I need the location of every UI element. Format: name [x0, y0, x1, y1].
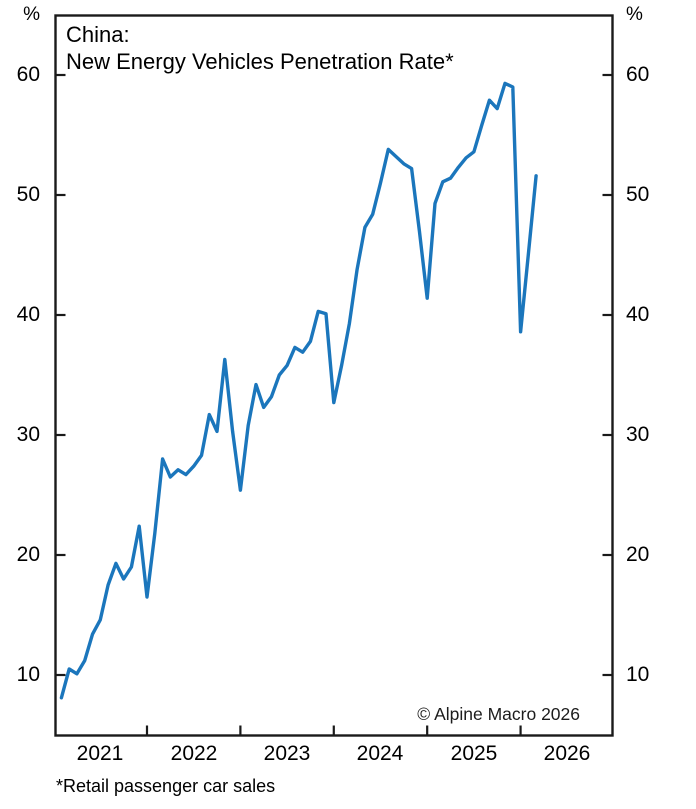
y-tick-label-left-30: 30	[16, 423, 40, 446]
y-tick-label-right-40: 40	[626, 303, 650, 326]
x-tick-label-2021: 2021	[76, 742, 124, 765]
y-tick-label-left-10: 10	[16, 663, 40, 686]
chart-title-line1: China:	[66, 22, 130, 47]
copyright-note: © Alpine Macro 2026	[417, 704, 580, 724]
y-tick-label-right-20: 20	[626, 543, 650, 566]
y-tick-label-right-30: 30	[626, 423, 650, 446]
x-tick-label-2023: 2023	[263, 742, 311, 765]
x-tick-label-2025: 2025	[450, 742, 498, 765]
y-tick-label-right-10: 10	[626, 663, 650, 686]
nev-penetration-series-line	[59, 81, 538, 700]
plot-border	[54, 14, 614, 737]
y-axis-unit-left: %	[23, 4, 40, 25]
y-tick-label-left-20: 20	[16, 543, 40, 566]
y-tick-label-right-50: 50	[626, 183, 650, 206]
y-tick-label-right-60: 60	[626, 63, 650, 86]
y-tick-label-left-40: 40	[16, 303, 40, 326]
y-tick-label-left-60: 60	[16, 63, 40, 86]
x-tick-label-2026: 2026	[543, 742, 591, 765]
x-tick-label-2022: 2022	[170, 742, 218, 765]
footnote: *Retail passenger car sales	[56, 776, 276, 796]
x-tick-label-2024: 2024	[356, 742, 404, 765]
y-axis-unit-right: %	[626, 4, 643, 25]
chart-title: China: New Energy Vehicles Penetration R…	[66, 21, 454, 75]
chart-title-line2: New Energy Vehicles Penetration Rate*	[66, 49, 454, 74]
y-tick-label-left-50: 50	[16, 183, 40, 206]
